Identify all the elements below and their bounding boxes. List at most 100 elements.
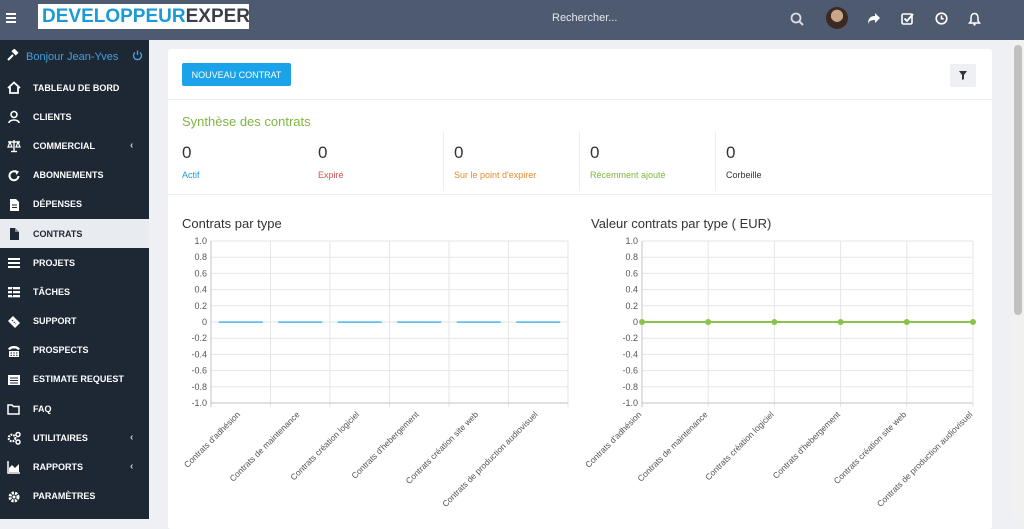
- y-tick-label: 0.6: [194, 268, 207, 278]
- sidebar-item-label: PROJETS: [33, 257, 76, 268]
- power-icon[interactable]: [132, 50, 143, 61]
- x-tick-label: Contrats d'adhésion: [182, 409, 243, 470]
- sidebar-item-dépenses[interactable]: DÉPENSES: [0, 190, 149, 219]
- gear-icon: [8, 491, 20, 503]
- sidebar-item-label: TÂCHES: [33, 286, 71, 297]
- data-point[interactable]: [639, 319, 645, 325]
- bar[interactable]: [516, 321, 561, 323]
- stat-label: Sur le point d'expirer: [454, 170, 537, 180]
- folder-icon: [7, 404, 20, 415]
- data-point[interactable]: [903, 319, 910, 325]
- list-icon: [8, 374, 20, 385]
- greeting-text: Bonjour Jean-Yves: [26, 50, 119, 63]
- filter-button[interactable]: [950, 64, 976, 87]
- sidebar-item-label: CLIENTS: [33, 111, 72, 122]
- x-tick-label: Contrats création site web: [832, 409, 909, 486]
- search-icon[interactable]: [790, 12, 804, 26]
- stat-value: 0: [454, 143, 464, 162]
- data-point[interactable]: [837, 319, 844, 325]
- sidebar-item-faq[interactable]: FAQ: [0, 394, 149, 423]
- divider: [579, 131, 580, 191]
- sidebar-item-label: ESTIMATE REQUEST: [33, 374, 124, 385]
- y-tick-label: 0.4: [194, 285, 207, 295]
- menu-icon[interactable]: [6, 13, 18, 25]
- summary-title: Synthèse des contrats: [182, 114, 311, 129]
- ticket-icon: [8, 315, 20, 328]
- new-contract-button[interactable]: NOUVEAU CONTRAT: [182, 63, 291, 86]
- sidebar-item-estimate-request[interactable]: ESTIMATE REQUEST: [0, 365, 149, 394]
- data-point[interactable]: [705, 319, 712, 325]
- y-tick-label: 0.8: [194, 252, 207, 262]
- logo-part1: DEVELOPPEUR: [42, 6, 186, 27]
- chart-contracts-by-type: 1.00.80.60.40.20-0.2-0.4-0.6-0.8-1.0Cont…: [182, 236, 569, 509]
- bar[interactable]: [456, 321, 501, 323]
- sidebar-item-label: PROSPECTS: [33, 345, 89, 356]
- bar[interactable]: [397, 321, 442, 323]
- sidebar-item-label: PARAMÈTRES: [33, 491, 96, 502]
- x-tick-label: Contrats de maintenance: [635, 409, 709, 483]
- y-tick-label: -0.6: [622, 366, 638, 376]
- sidebar-item-projets[interactable]: PROJETS: [0, 248, 149, 277]
- stat-value: 0: [590, 143, 600, 162]
- sidebar-item-utilitaires[interactable]: UTILITAIRES ‹: [0, 423, 149, 452]
- search-input[interactable]: Rechercher...: [552, 12, 618, 24]
- user-greeting[interactable]: Bonjour Jean-Yves: [0, 40, 149, 73]
- x-tick-label: Contrats de production audiovisuel: [440, 409, 540, 509]
- sidebar-item-label: UTILITAIRES: [33, 432, 88, 443]
- sidebar-item-rapports[interactable]: RAPPORTS ‹: [0, 452, 149, 481]
- share-icon[interactable]: [867, 12, 881, 25]
- sidebar-item-paramètres[interactable]: PARAMÈTRES: [0, 482, 149, 511]
- x-tick-label: Contrats d'hebergement: [771, 409, 843, 481]
- divider: [715, 131, 716, 191]
- clock-icon[interactable]: [935, 12, 948, 25]
- home-icon: [7, 81, 21, 94]
- sidebar-item-clients[interactable]: CLIENTS: [0, 102, 149, 131]
- stat-label: Récemment ajouté: [590, 170, 666, 180]
- sidebar-item-support[interactable]: SUPPORT: [0, 307, 149, 336]
- y-tick-label: 0: [633, 317, 638, 327]
- top-bar: DEVELOPPEUREXPERT Rechercher...: [0, 0, 1024, 40]
- y-tick-label: -0.8: [191, 382, 207, 392]
- tty-icon: [8, 345, 20, 357]
- sidebar-item-tâches[interactable]: TÂCHES: [0, 277, 149, 306]
- y-tick-label: 1.0: [625, 236, 638, 246]
- sidebar: Bonjour Jean-Yves TABLEAU DE BORD CLIENTS…: [0, 40, 149, 519]
- divider: [168, 99, 992, 100]
- y-tick-label: 0.2: [194, 301, 207, 311]
- y-tick-label: 0.2: [625, 301, 638, 311]
- stat-value: 0: [726, 143, 736, 162]
- scrollbar-thumb[interactable]: [1014, 45, 1022, 315]
- user-icon: [8, 110, 20, 124]
- y-tick-label: -0.4: [622, 349, 638, 359]
- avatar[interactable]: [826, 7, 848, 29]
- sidebar-item-abonnements[interactable]: ABONNEMENTS: [0, 161, 149, 190]
- chart-title-contracts-by-type: Contrats par type: [182, 216, 282, 231]
- checkbox-icon[interactable]: [901, 12, 914, 25]
- bars-icon: [8, 258, 20, 269]
- sidebar-item-tableau-de-bord[interactable]: TABLEAU DE BORD: [0, 73, 149, 102]
- data-point[interactable]: [771, 319, 778, 325]
- sidebar-item-contrats[interactable]: CONTRATS: [0, 218, 149, 249]
- bar[interactable]: [278, 321, 323, 323]
- chart-contract-value-by-type: 1.00.80.60.40.20-0.2-0.4-0.6-0.8-1.0Cont…: [583, 236, 976, 509]
- sidebar-item-label: ABONNEMENTS: [33, 170, 104, 181]
- sidebar-item-prospects[interactable]: PROSPECTS: [0, 336, 149, 365]
- tasks-icon: [8, 287, 20, 298]
- scrollbar[interactable]: [1012, 40, 1024, 519]
- filter-icon: [959, 71, 967, 80]
- bar[interactable]: [218, 321, 263, 323]
- chevron-left-icon: ‹: [130, 461, 134, 473]
- bell-icon[interactable]: [968, 12, 981, 26]
- y-tick-label: 1.0: [194, 236, 207, 246]
- sidebar-item-label: COMMERCIAL: [33, 140, 95, 151]
- chevron-left-icon: ‹: [130, 140, 134, 152]
- area-chart-icon: [7, 461, 20, 475]
- y-tick-label: -1.0: [622, 398, 638, 408]
- y-tick-label: -0.6: [191, 366, 207, 376]
- sidebar-item-label: CONTRATS: [33, 228, 83, 239]
- bar[interactable]: [337, 321, 382, 323]
- logo[interactable]: DEVELOPPEUREXPERT: [38, 4, 249, 29]
- data-point[interactable]: [970, 319, 976, 325]
- sidebar-item-commercial[interactable]: COMMERCIAL ‹: [0, 131, 149, 160]
- chart-title-contract-value: Valeur contrats par type ( EUR): [591, 216, 772, 231]
